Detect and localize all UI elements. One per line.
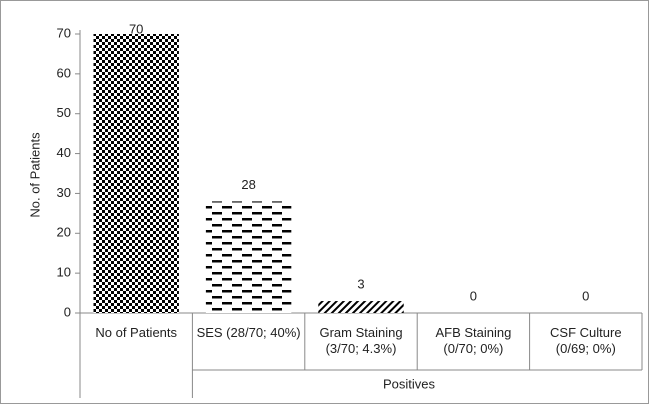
y-tick-label: 30 (57, 185, 71, 200)
y-tick-label: 0 (64, 304, 71, 319)
x-tick-label: Gram Staining (3/70; 4.3%) (319, 325, 403, 356)
y-tick-label: 20 (57, 225, 71, 240)
value-label: 0 (470, 288, 477, 303)
y-tick-label: 70 (57, 25, 71, 40)
y-axis-label: No. of Patients (27, 132, 42, 218)
y-tick-label: 40 (57, 145, 71, 160)
bar (318, 301, 404, 313)
y-tick-label: 10 (57, 265, 71, 280)
x-tick-label: AFB Staining (0/70; 0%) (435, 325, 512, 356)
x-tick-label: CSF Culture (0/69; 0%) (550, 325, 622, 356)
value-label: 3 (357, 276, 364, 291)
value-label: 0 (582, 288, 589, 303)
bar (93, 34, 179, 313)
group-label: Positives (383, 376, 436, 391)
x-tick-label: SES (28/70; 40%) (196, 325, 301, 340)
value-label: 28 (241, 177, 255, 192)
y-tick-label: 60 (57, 65, 71, 80)
value-label: 70 (129, 21, 143, 36)
y-tick-label: 50 (57, 105, 71, 120)
bar (205, 201, 292, 313)
x-tick-label: No of Patients (95, 325, 178, 340)
